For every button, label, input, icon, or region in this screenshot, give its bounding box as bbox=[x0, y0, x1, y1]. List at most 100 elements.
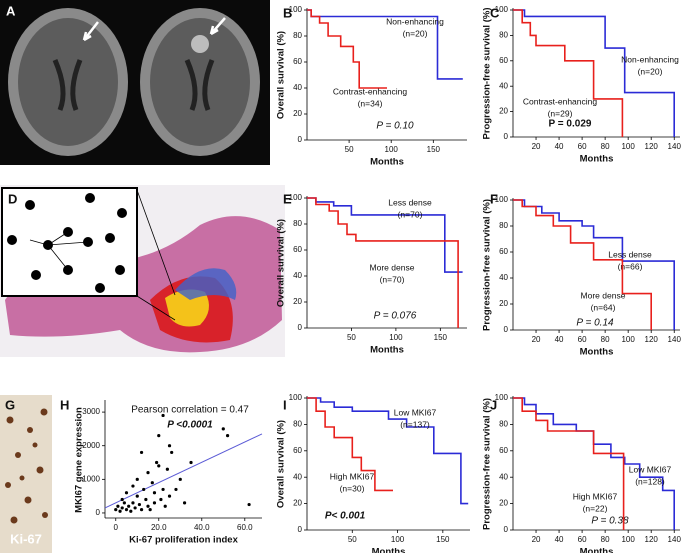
legend-count: (n=20) bbox=[638, 66, 663, 76]
point bbox=[148, 507, 152, 512]
y-tick-label: 80 bbox=[499, 420, 508, 429]
y-tick-label: 0 bbox=[504, 525, 509, 534]
panel-label: F bbox=[490, 191, 498, 206]
correlation-label: Pearson correlation = 0.47 bbox=[131, 405, 249, 416]
x-tick-label: 60.0 bbox=[237, 523, 253, 532]
y-tick-label: 0 bbox=[298, 135, 303, 144]
x-tick-label: 40.0 bbox=[194, 523, 210, 532]
survival-curve bbox=[307, 397, 393, 492]
y-tick-label: 60 bbox=[499, 446, 508, 455]
y-tick-label: 60 bbox=[293, 245, 302, 254]
survival-curve bbox=[513, 9, 624, 137]
point bbox=[178, 477, 182, 481]
point bbox=[152, 501, 157, 505]
survival-curve bbox=[513, 9, 676, 137]
point bbox=[129, 509, 133, 513]
p-value: P< 0.001 bbox=[325, 511, 366, 522]
y-tick-label: 80 bbox=[293, 219, 302, 228]
point bbox=[146, 504, 150, 508]
y-tick-label: 60 bbox=[499, 56, 508, 65]
point bbox=[161, 487, 165, 492]
y-axis-title: Progression-free survival (%) bbox=[482, 199, 493, 331]
point bbox=[157, 434, 161, 438]
y-axis-title: Overall survival (%) bbox=[276, 420, 287, 508]
x-tick-label: 100 bbox=[385, 145, 399, 154]
legend-count: (n=70) bbox=[398, 209, 423, 219]
point bbox=[157, 464, 161, 468]
point bbox=[135, 494, 139, 498]
legend-label: Contrast-enhancing bbox=[523, 96, 597, 106]
point bbox=[159, 497, 163, 502]
point bbox=[152, 491, 157, 495]
x-tick-label: 80 bbox=[601, 535, 610, 544]
x-tick-label: 150 bbox=[434, 333, 448, 342]
y-tick-label: 0 bbox=[298, 323, 303, 332]
y-tick-label: 3000 bbox=[82, 407, 100, 416]
point bbox=[133, 506, 137, 510]
survival-curve bbox=[513, 199, 653, 330]
legend-label: High MKI67 bbox=[573, 491, 618, 501]
y-tick-label: 100 bbox=[289, 5, 303, 14]
legend-count: (n=128) bbox=[635, 476, 665, 486]
point bbox=[146, 471, 150, 475]
staining-panel: G Ki-67 bbox=[0, 395, 52, 553]
y-tick-label: 0 bbox=[504, 325, 509, 334]
y-axis-title: Overall survival (%) bbox=[276, 219, 287, 307]
point bbox=[247, 502, 251, 507]
y-tick-label: 100 bbox=[495, 195, 509, 204]
point bbox=[114, 507, 118, 512]
x-tick-label: 80 bbox=[601, 142, 610, 151]
p-value: P = 0.029 bbox=[549, 119, 592, 130]
point bbox=[135, 477, 139, 481]
x-tick-label: 60 bbox=[578, 535, 587, 544]
x-tick-label: 100 bbox=[389, 333, 403, 342]
histology-panel: D bbox=[0, 185, 285, 357]
legend-label: Non-enhancing bbox=[621, 54, 679, 64]
panel-label: E bbox=[283, 191, 292, 206]
point bbox=[116, 504, 120, 508]
point bbox=[225, 434, 230, 438]
x-tick-label: 100 bbox=[621, 142, 635, 151]
point bbox=[155, 460, 159, 465]
p-value: P = 0.14 bbox=[576, 318, 614, 329]
y-tick-label: 20 bbox=[499, 299, 508, 308]
y-tick-label: 80 bbox=[499, 221, 508, 230]
point bbox=[150, 481, 154, 485]
x-tick-label: 120 bbox=[645, 535, 659, 544]
point bbox=[139, 450, 144, 455]
y-tick-label: 40 bbox=[499, 472, 508, 481]
x-tick-label: 140 bbox=[668, 535, 682, 544]
x-tick-label: 20.0 bbox=[151, 523, 167, 532]
x-tick-label: 50 bbox=[345, 145, 354, 154]
y-axis-title: MKI67 gene expression bbox=[74, 407, 85, 513]
x-tick-label: 20 bbox=[532, 535, 541, 544]
panel-label: I bbox=[283, 397, 287, 412]
panel-label: C bbox=[490, 5, 500, 20]
x-tick-label: 20 bbox=[532, 335, 541, 344]
legend-label: Less dense bbox=[608, 249, 652, 259]
x-tick-label: 140 bbox=[668, 142, 682, 151]
y-tick-label: 2000 bbox=[82, 441, 100, 450]
y-tick-label: 80 bbox=[293, 420, 302, 429]
survival-curve bbox=[307, 197, 463, 273]
point bbox=[131, 484, 135, 488]
y-tick-label: 20 bbox=[293, 297, 302, 306]
stain-caption: Ki-67 bbox=[10, 531, 42, 546]
x-tick-label: 120 bbox=[645, 142, 659, 151]
y-tick-label: 40 bbox=[499, 81, 508, 90]
x-tick-label: 140 bbox=[668, 335, 682, 344]
point bbox=[167, 494, 172, 498]
x-tick-label: 120 bbox=[645, 335, 659, 344]
y-tick-label: 0 bbox=[298, 525, 303, 534]
p-value: P <0.0001 bbox=[167, 420, 213, 431]
y-axis-title: Overall survival (%) bbox=[276, 31, 287, 119]
survival-curve bbox=[307, 9, 387, 89]
y-tick-label: 40 bbox=[293, 472, 302, 481]
legend-label: High MKI67 bbox=[330, 471, 375, 481]
point bbox=[174, 487, 178, 492]
legend-label: Low MKI67 bbox=[629, 464, 672, 474]
legend-label: More dense bbox=[370, 262, 415, 272]
y-tick-label: 100 bbox=[289, 393, 303, 402]
point bbox=[120, 497, 124, 502]
